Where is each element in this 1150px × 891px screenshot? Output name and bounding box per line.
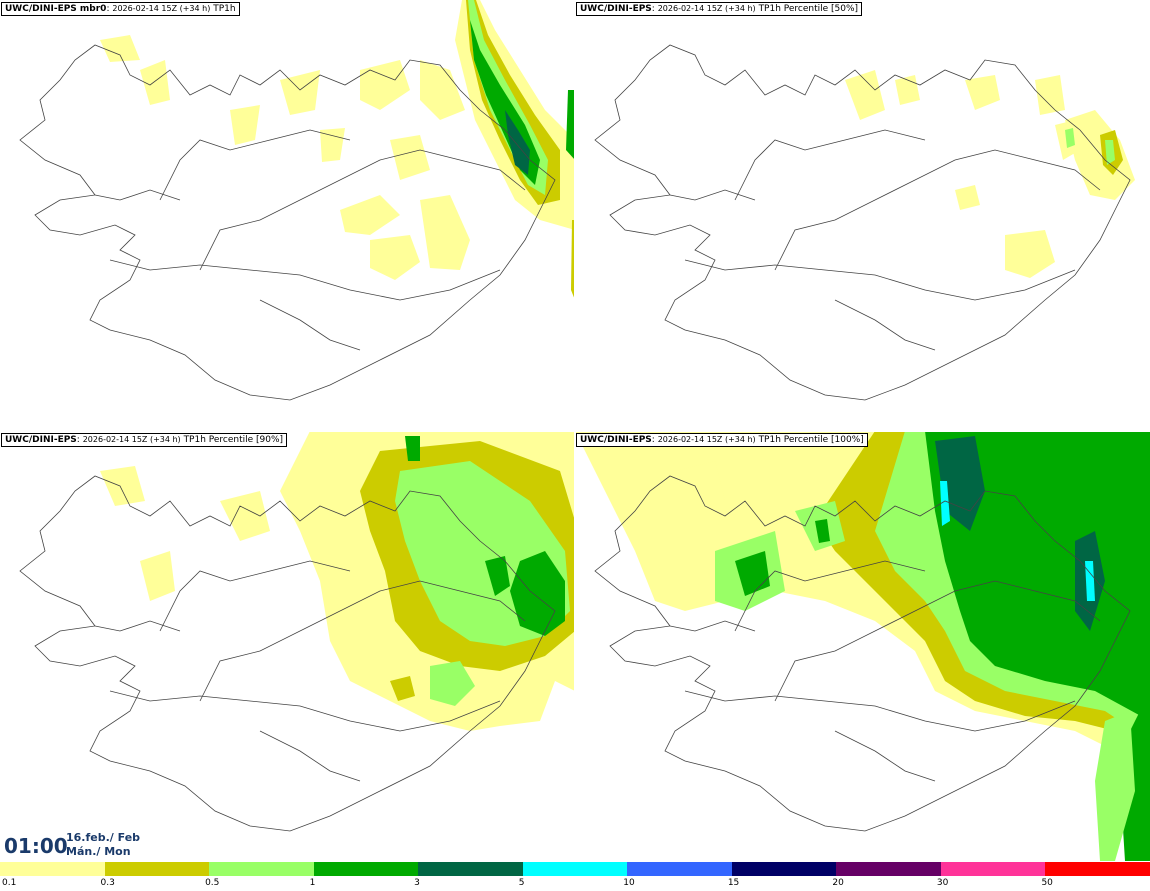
legend-label: 5 [518, 878, 525, 888]
legend-swatch [313, 862, 420, 876]
legend-label: 15 [727, 878, 740, 888]
legend-swatch [1045, 862, 1150, 876]
legend-swatch [0, 862, 106, 876]
panel-title: UWC/DINI-EPS: 2026-02-14 15Z (+34 h) TP1… [576, 2, 863, 16]
legend-label: 50 [1041, 878, 1053, 888]
map-panel-p90: UWC/DINI-EPS: 2026-02-14 15Z (+34 h) TP1… [0, 431, 575, 861]
legend-swatch [522, 862, 629, 876]
legend-swatch [209, 862, 315, 876]
precip-field [100, 431, 575, 731]
legend-swatch [940, 862, 1047, 876]
panel-divider-horizontal [0, 429, 1150, 432]
map-panel-mbr0: UWC/DINI-EPS mbr0: 2026-02-14 15Z (+34 h… [0, 0, 575, 430]
legend-label: 1 [309, 878, 316, 888]
legend-swatch [104, 862, 211, 876]
legend-label: 0.1 [2, 878, 17, 888]
valid-time-box: 01:00 16.feb./ Feb Mán./ Mon [0, 826, 165, 862]
legend-swatch [731, 862, 838, 876]
panel-title: UWC/DINI-EPS mbr0: 2026-02-14 15Z (+34 h… [1, 2, 240, 16]
legend-swatch [418, 862, 524, 876]
legend-label: 0.3 [100, 878, 115, 888]
iceland-outline [594, 475, 1131, 832]
legend-swatch [627, 862, 733, 876]
valid-date-line2: Mán./ Mon [66, 845, 131, 858]
iceland-outline [594, 44, 1131, 401]
legend-swatch [836, 862, 942, 876]
iceland-map-3 [575, 431, 1150, 861]
iceland-map-0 [19, 0, 575, 401]
legend-label: 30 [936, 878, 949, 888]
map-panel-p50: UWC/DINI-EPS: 2026-02-14 15Z (+34 h) TP1… [575, 0, 1150, 430]
legend-label: 0.5 [205, 878, 220, 888]
iceland-map-2 [19, 431, 575, 832]
legend-label: 3 [414, 878, 420, 888]
map-panel-p100: UWC/DINI-EPS: 2026-02-14 15Z (+34 h) TP1… [575, 431, 1150, 861]
iceland-outline [19, 44, 556, 401]
panel-title: UWC/DINI-EPS: 2026-02-14 15Z (+34 h) TP1… [1, 433, 288, 447]
precip-field [845, 70, 1135, 278]
iceland-outline [19, 475, 556, 832]
precip-field [575, 431, 1150, 861]
panel-title: UWC/DINI-EPS: 2026-02-14 15Z (+34 h) TP1… [576, 433, 868, 447]
color-legend: 0.1 0.3 0.5 1 3 5 10 15 20 30 50 [0, 862, 1150, 891]
legend-label: 10 [623, 878, 635, 888]
legend-label: 20 [832, 878, 844, 888]
iceland-map-1 [594, 44, 1135, 401]
valid-date-line1: 16.feb./ Feb [66, 831, 141, 844]
precip-field [100, 0, 575, 300]
valid-time-clock: 01:00 [4, 834, 68, 858]
